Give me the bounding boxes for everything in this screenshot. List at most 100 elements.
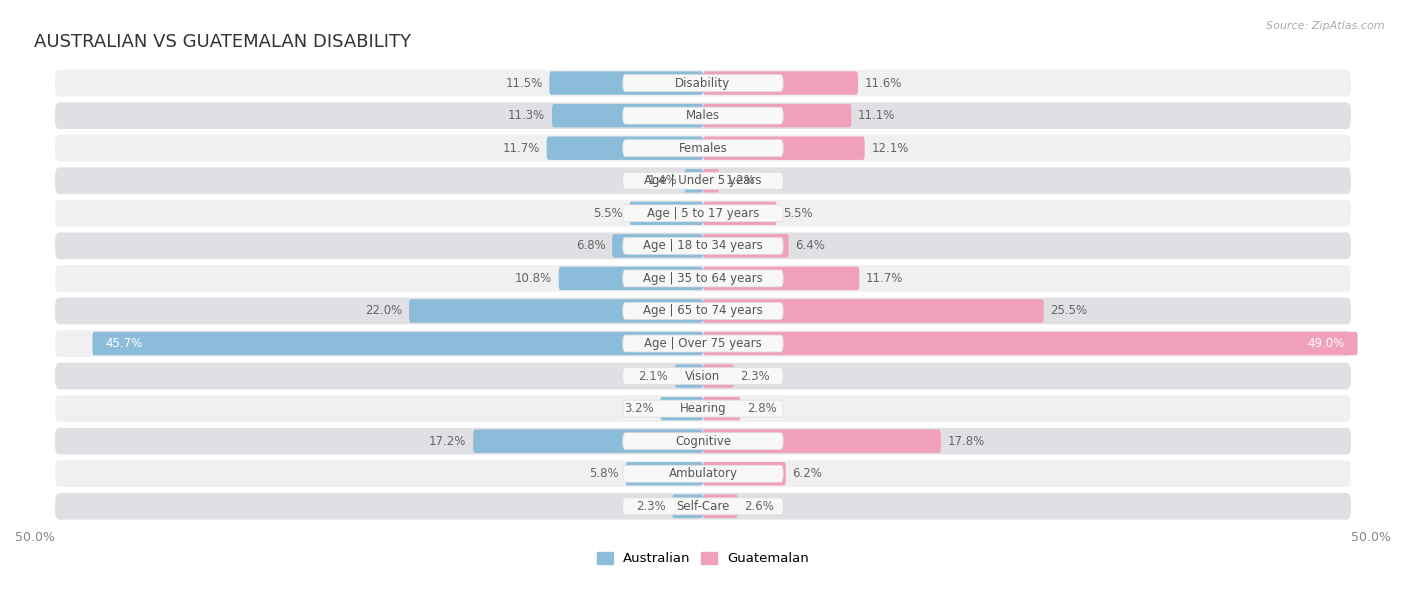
FancyBboxPatch shape [703, 332, 1358, 355]
FancyBboxPatch shape [703, 234, 789, 258]
FancyBboxPatch shape [55, 460, 1351, 487]
FancyBboxPatch shape [623, 400, 783, 417]
Text: Source: ZipAtlas.com: Source: ZipAtlas.com [1267, 21, 1385, 31]
Text: Disability: Disability [675, 76, 731, 89]
FancyBboxPatch shape [623, 302, 783, 319]
Text: Age | Under 5 years: Age | Under 5 years [644, 174, 762, 187]
Text: 1.2%: 1.2% [725, 174, 755, 187]
FancyBboxPatch shape [703, 267, 859, 290]
FancyBboxPatch shape [93, 332, 703, 355]
Text: 10.8%: 10.8% [515, 272, 553, 285]
Text: 12.1%: 12.1% [872, 142, 908, 155]
Text: 5.8%: 5.8% [589, 467, 619, 480]
FancyBboxPatch shape [623, 107, 783, 124]
FancyBboxPatch shape [550, 72, 703, 95]
Text: Ambulatory: Ambulatory [668, 467, 738, 480]
FancyBboxPatch shape [55, 265, 1351, 292]
FancyBboxPatch shape [703, 104, 851, 127]
FancyBboxPatch shape [703, 462, 786, 485]
FancyBboxPatch shape [55, 428, 1351, 455]
Text: 11.3%: 11.3% [508, 109, 546, 122]
FancyBboxPatch shape [55, 135, 1351, 162]
FancyBboxPatch shape [474, 430, 703, 453]
FancyBboxPatch shape [547, 136, 703, 160]
Text: 11.7%: 11.7% [866, 272, 904, 285]
FancyBboxPatch shape [623, 173, 783, 189]
Text: Males: Males [686, 109, 720, 122]
Text: Age | 35 to 64 years: Age | 35 to 64 years [643, 272, 763, 285]
Legend: Australian, Guatemalan: Australian, Guatemalan [592, 547, 814, 570]
FancyBboxPatch shape [55, 363, 1351, 389]
FancyBboxPatch shape [703, 397, 741, 420]
Text: Age | 5 to 17 years: Age | 5 to 17 years [647, 207, 759, 220]
Text: Age | Over 75 years: Age | Over 75 years [644, 337, 762, 350]
FancyBboxPatch shape [685, 169, 703, 192]
Text: 49.0%: 49.0% [1308, 337, 1344, 350]
Text: Self-Care: Self-Care [676, 500, 730, 513]
Text: 22.0%: 22.0% [366, 304, 402, 318]
FancyBboxPatch shape [623, 465, 783, 482]
FancyBboxPatch shape [703, 72, 858, 95]
FancyBboxPatch shape [703, 136, 865, 160]
FancyBboxPatch shape [623, 498, 783, 515]
FancyBboxPatch shape [703, 494, 738, 518]
FancyBboxPatch shape [55, 395, 1351, 422]
FancyBboxPatch shape [55, 102, 1351, 129]
Text: 17.2%: 17.2% [429, 435, 467, 448]
FancyBboxPatch shape [623, 433, 783, 450]
Text: 17.8%: 17.8% [948, 435, 984, 448]
FancyBboxPatch shape [55, 200, 1351, 226]
FancyBboxPatch shape [703, 299, 1043, 323]
FancyBboxPatch shape [623, 368, 783, 384]
FancyBboxPatch shape [558, 267, 703, 290]
FancyBboxPatch shape [672, 494, 703, 518]
FancyBboxPatch shape [623, 205, 783, 222]
FancyBboxPatch shape [661, 397, 703, 420]
FancyBboxPatch shape [623, 270, 783, 287]
Text: 2.1%: 2.1% [638, 370, 668, 382]
FancyBboxPatch shape [703, 430, 941, 453]
Text: 11.1%: 11.1% [858, 109, 896, 122]
FancyBboxPatch shape [623, 335, 783, 352]
FancyBboxPatch shape [55, 297, 1351, 324]
FancyBboxPatch shape [55, 493, 1351, 520]
FancyBboxPatch shape [703, 201, 776, 225]
Text: 1.4%: 1.4% [648, 174, 678, 187]
Text: 6.8%: 6.8% [575, 239, 606, 252]
FancyBboxPatch shape [623, 75, 783, 92]
Text: 6.2%: 6.2% [793, 467, 823, 480]
FancyBboxPatch shape [626, 462, 703, 485]
Text: 2.3%: 2.3% [636, 500, 665, 513]
Text: AUSTRALIAN VS GUATEMALAN DISABILITY: AUSTRALIAN VS GUATEMALAN DISABILITY [34, 34, 411, 51]
Text: 2.8%: 2.8% [747, 402, 778, 415]
Text: Females: Females [679, 142, 727, 155]
Text: 11.5%: 11.5% [505, 76, 543, 89]
Text: 2.3%: 2.3% [741, 370, 770, 382]
FancyBboxPatch shape [623, 237, 783, 255]
Text: Cognitive: Cognitive [675, 435, 731, 448]
Text: Vision: Vision [685, 370, 721, 382]
Text: 11.7%: 11.7% [502, 142, 540, 155]
FancyBboxPatch shape [630, 201, 703, 225]
Text: 5.5%: 5.5% [783, 207, 813, 220]
FancyBboxPatch shape [675, 364, 703, 388]
FancyBboxPatch shape [612, 234, 703, 258]
Text: 6.4%: 6.4% [796, 239, 825, 252]
Text: 45.7%: 45.7% [105, 337, 143, 350]
Text: 5.5%: 5.5% [593, 207, 623, 220]
FancyBboxPatch shape [55, 233, 1351, 259]
Text: 11.6%: 11.6% [865, 76, 903, 89]
Text: 25.5%: 25.5% [1050, 304, 1087, 318]
FancyBboxPatch shape [55, 70, 1351, 97]
Text: Age | 18 to 34 years: Age | 18 to 34 years [643, 239, 763, 252]
FancyBboxPatch shape [409, 299, 703, 323]
FancyBboxPatch shape [703, 364, 734, 388]
Text: Hearing: Hearing [679, 402, 727, 415]
FancyBboxPatch shape [55, 168, 1351, 194]
Text: 3.2%: 3.2% [624, 402, 654, 415]
FancyBboxPatch shape [55, 330, 1351, 357]
FancyBboxPatch shape [623, 140, 783, 157]
Text: 2.6%: 2.6% [744, 500, 775, 513]
FancyBboxPatch shape [703, 169, 718, 192]
FancyBboxPatch shape [553, 104, 703, 127]
